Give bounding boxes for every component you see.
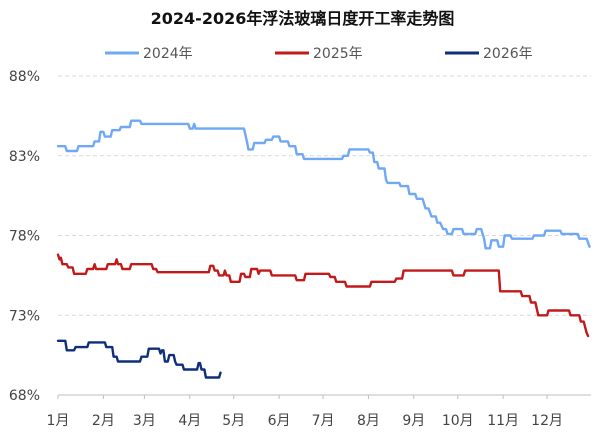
x-tick-label: 8月: [357, 413, 380, 429]
y-tick-label: 73%: [9, 308, 40, 324]
x-tick-label: 9月: [402, 413, 425, 429]
legend: 2024年 2025年 2026年: [105, 46, 533, 62]
series-line-2025年: [56, 253, 590, 338]
x-tick-label: 1月: [47, 413, 70, 429]
legend-label: 2025年: [313, 46, 363, 62]
x-tick-label: 4月: [178, 413, 201, 429]
x-tick-label: 2月: [92, 413, 115, 429]
y-axis-ticks: 68% 73% 78% 83% 88%: [9, 69, 40, 404]
y-tick-label: 78%: [9, 229, 40, 245]
y-tick-label: 68%: [9, 388, 40, 404]
x-tick-label: 3月: [133, 413, 156, 429]
series-line-2024年: [56, 119, 591, 250]
chart-title: 2024-2026年浮法玻璃日度开工率走势图: [150, 9, 455, 28]
x-tick-label: 12月: [531, 413, 563, 429]
x-axis-ticks: 1月 2月 3月 4月 5月 6月 7月 8月 9月 10月 11月 12月: [47, 394, 591, 429]
x-tick-label: 5月: [222, 413, 245, 429]
legend-label: 2026年: [483, 46, 533, 62]
series-lines: [56, 119, 591, 379]
y-tick-label: 88%: [9, 69, 40, 85]
legend-label: 2024年: [143, 46, 193, 62]
x-tick-label: 7月: [312, 413, 335, 429]
y-tick-label: 83%: [9, 149, 40, 165]
x-tick-label: 11月: [487, 413, 519, 429]
x-tick-label: 6月: [268, 413, 291, 429]
series-line-2026年: [56, 339, 222, 379]
x-tick-label: 10月: [442, 413, 474, 429]
